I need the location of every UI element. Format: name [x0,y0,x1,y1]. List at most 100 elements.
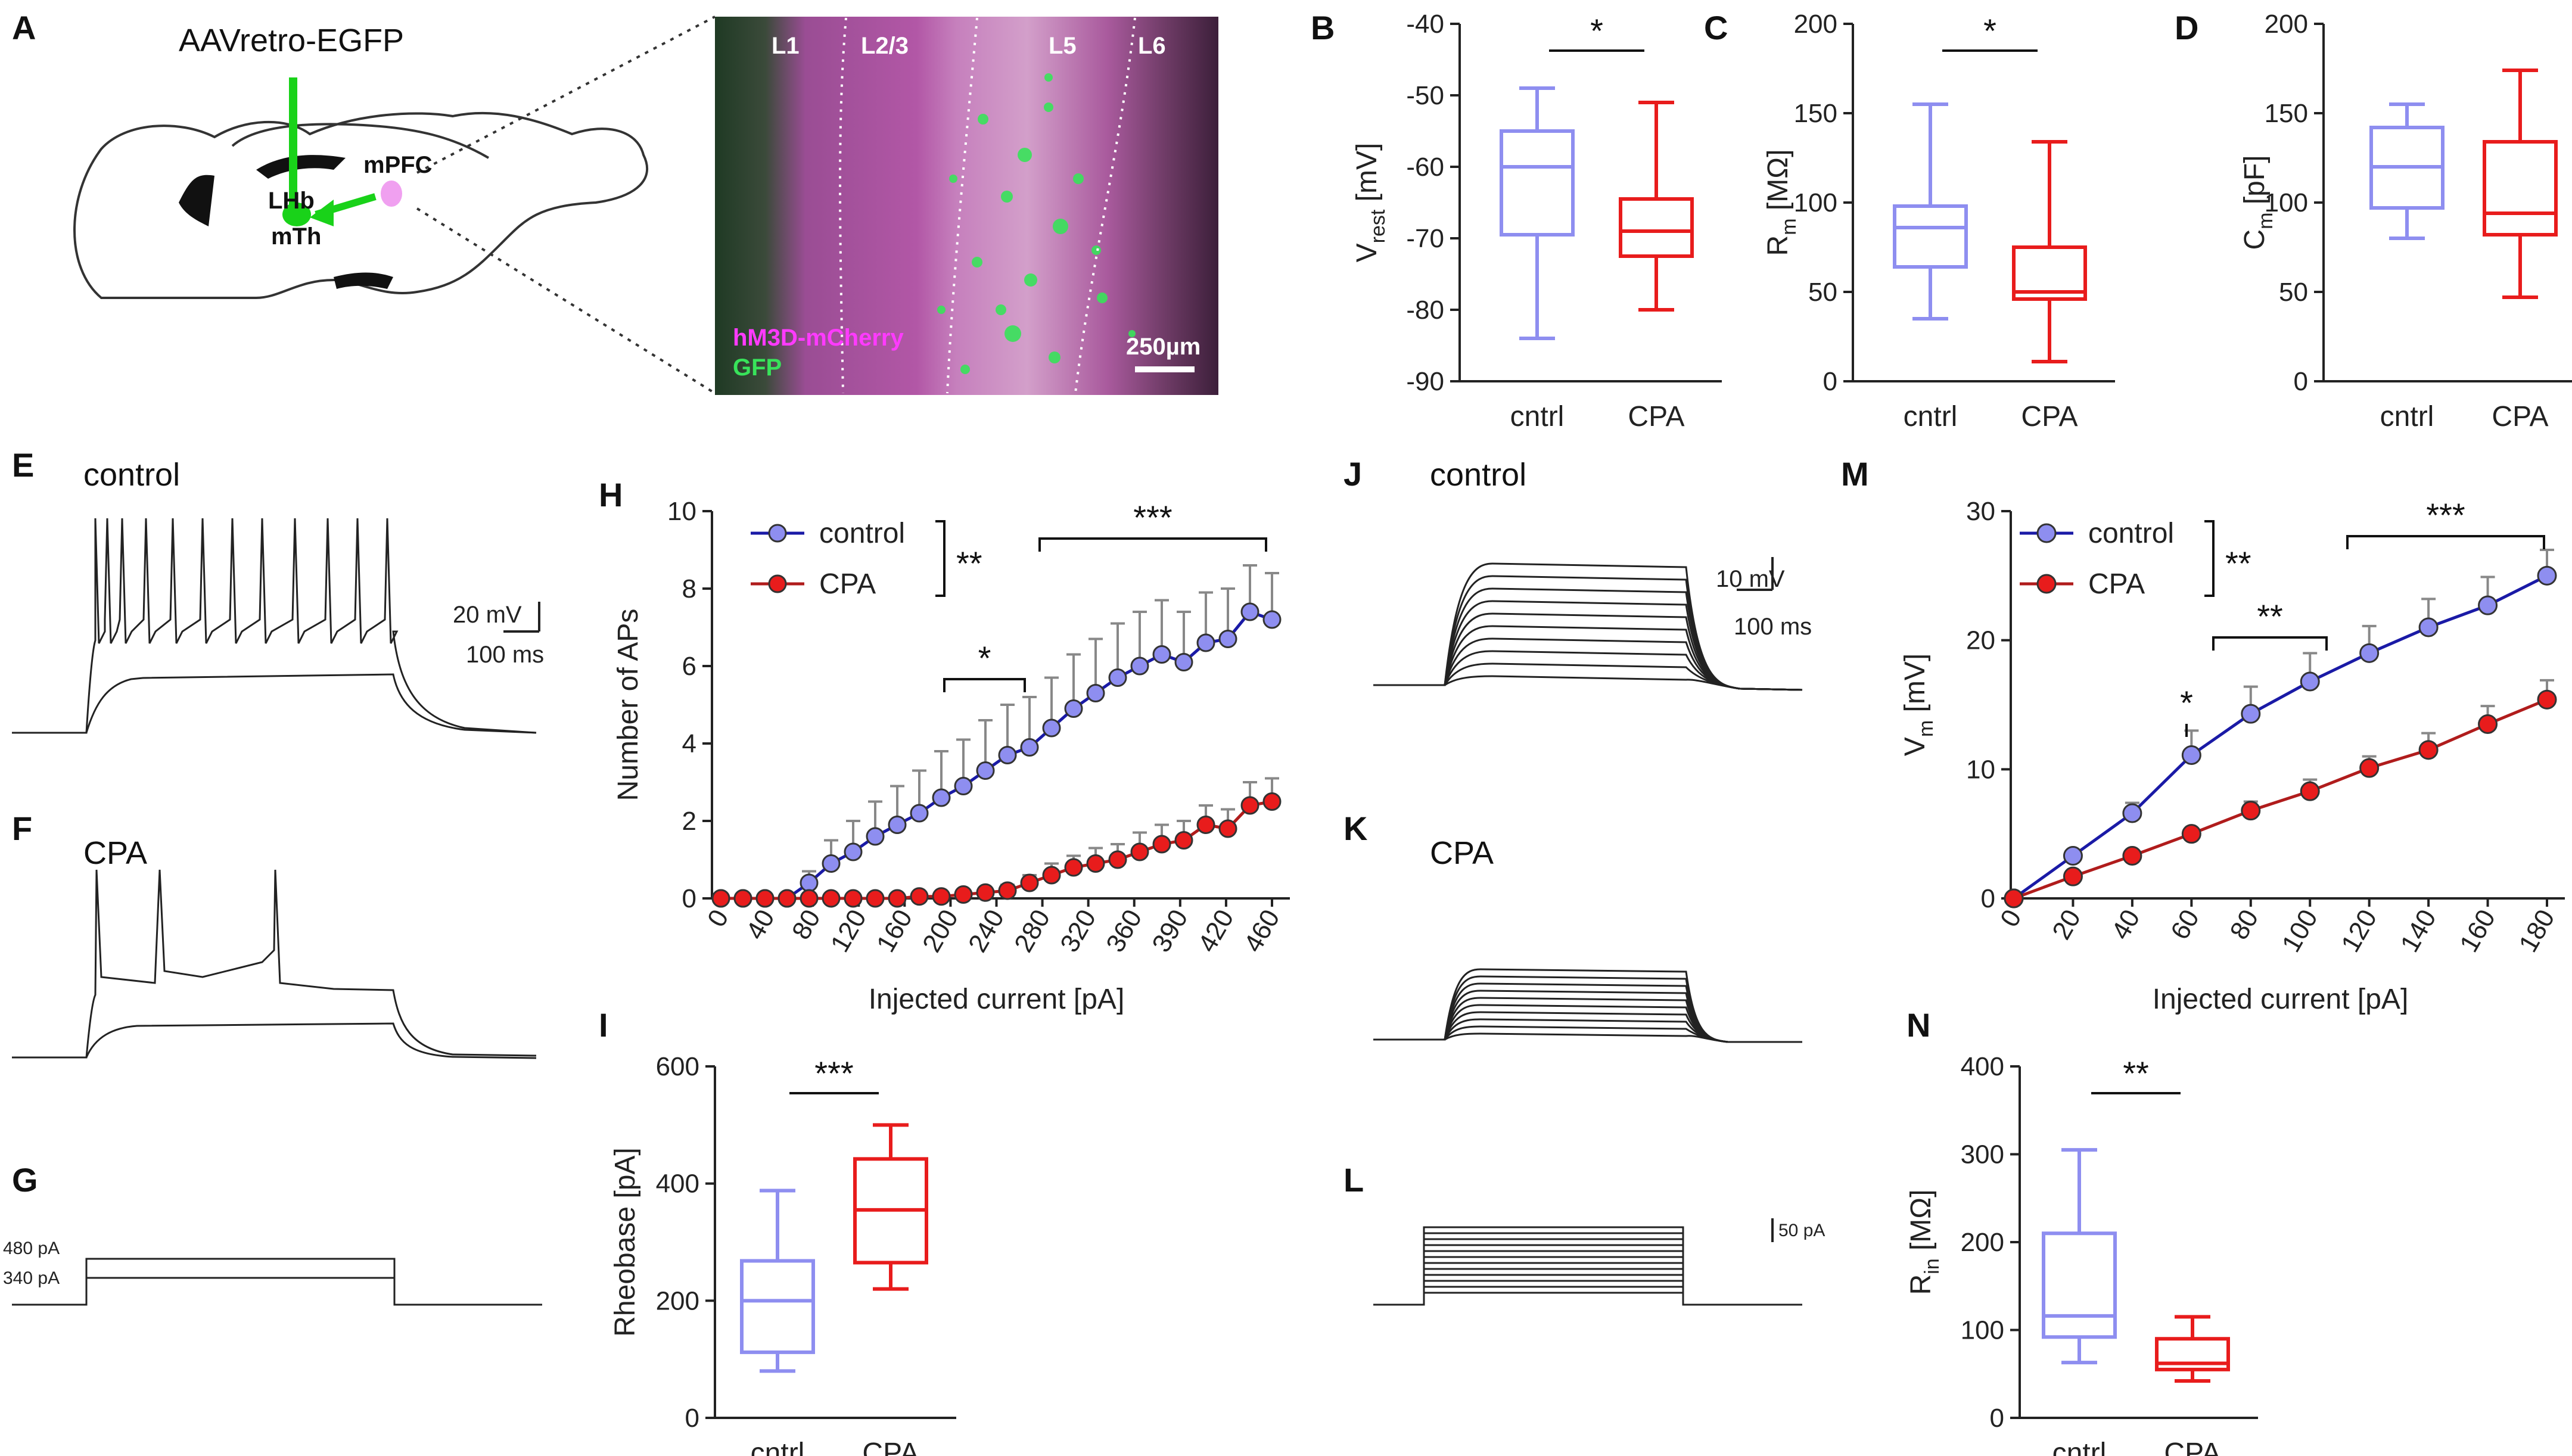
panel-letter-d: D [2175,9,2198,46]
y-tick-label: 100 [1794,188,1837,217]
brain-inner-line [231,123,490,159]
panel-letter-f: F [12,810,32,847]
category-label: CPA [2492,401,2548,433]
data-point-cpa [1020,873,1039,892]
layer-label-l23: L2/3 [861,33,909,59]
y-tick-label: 400 [656,1169,699,1199]
legend-label: CPA [819,568,876,600]
data-point-cpa [1064,858,1083,877]
legend-label: control [2088,518,2174,549]
y-tick-label: 50 [2279,278,2308,307]
data-point-control [1152,645,1171,664]
voltage-trace [1373,975,1802,1043]
data-point-cpa [1086,854,1105,873]
x-tick-label: 100 [2276,905,2324,957]
trace-family-cpa [1373,968,1802,1043]
panel-letter-a: A [12,9,36,46]
panel-letter-c: C [1704,9,1728,46]
stimulus-label-480: 480 pA [3,1239,60,1258]
significance-label: *** [2426,496,2465,534]
data-point-cpa [800,889,819,908]
data-point-control [2359,643,2380,663]
data-point-control [1130,657,1149,676]
data-point-cpa [1196,816,1215,834]
panel-g: G 480 pA 340 pA [3,1161,542,1306]
legend-bracket [935,520,946,597]
x-tick-label: 420 [1192,905,1239,957]
scale-label-j-t: 100 ms [1734,614,1812,640]
data-point-control [844,842,863,861]
y-tick-label: 0 [2294,367,2308,396]
y-axis-label: Number of APs [612,609,644,801]
x-tick-label: 80 [786,905,826,945]
y-tick-label: -50 [1406,81,1444,110]
y-axis-label: Rin [MΩ] [1905,1189,1943,1295]
legend-marker [768,574,787,593]
data-point-cpa [2181,824,2201,844]
panel-letter-n: N [1907,1006,1930,1044]
y-tick-label: 0 [1990,1404,2004,1433]
data-point-cpa [976,883,995,902]
data-point-cpa [822,889,841,908]
data-point-cpa [777,889,797,908]
panel-a: A AAVretro-EGFP LHb mTh mPFC [12,9,1218,395]
significance-bracket [2346,535,2545,549]
brain-outline [73,111,648,299]
data-point-control [2478,595,2498,615]
legend-marker [768,524,787,543]
panel-f: F CPA [12,810,537,1059]
box-cpa [2483,140,2558,237]
box-cpa [2155,1337,2230,1371]
scale-label-l: 50 pA [1778,1221,1825,1240]
legend-bracket [2204,520,2215,597]
x-tick-label: 390 [1146,905,1193,957]
x-tick-label: 140 [2395,905,2442,957]
voltage-trace [1373,562,1803,691]
voltage-trace [1373,1018,1802,1043]
data-point-control [2063,846,2083,866]
data-point-cpa [1130,842,1149,861]
voltage-trace [1373,1032,1802,1043]
legend-marker [2036,574,2057,594]
mpfc-target [381,181,402,207]
layer-label-l6: L6 [1138,33,1166,59]
y-tick-label: 30 [1966,497,1995,526]
data-point-control [998,746,1017,764]
y-tick-label: -60 [1406,153,1444,182]
zoom-line-bottom [416,207,716,394]
y-tick-label: 200 [656,1286,699,1315]
data-point-control [822,854,841,873]
significance-label: ** [2123,1054,2149,1092]
data-point-control [2122,803,2142,823]
panel-k: K CPA [1343,810,1802,1043]
x-axis-label: Injected current [pA] [869,984,1125,1015]
scale-label-e-v: 20 mV [453,602,522,628]
x-axis-label: Injected current [pA] [2153,984,2409,1015]
x-tick-label: 80 [2225,905,2265,945]
panel-j-title: control [1430,457,1526,493]
x-tick-label: 20 [2047,905,2086,945]
data-point-cpa [733,889,752,908]
panel-c: C 0 50 100 150 200 Rm [MΩ] cntrl CPA * [1704,9,2115,433]
category-label: CPA [2164,1438,2220,1456]
panel-letter-h: H [599,476,623,514]
y-tick-label: 200 [1961,1228,2004,1257]
data-point-cpa [1262,792,1282,811]
y-tick-label: 2 [682,807,696,836]
x-tick-label: 280 [1009,905,1056,957]
scale-bar-label: 250µm [1126,334,1201,360]
x-tick-label: 320 [1055,905,1102,957]
data-point-control [954,777,973,795]
significance-bracket [943,678,1026,692]
x-tick-label: 40 [741,905,780,945]
y-tick-label: 100 [2265,188,2308,217]
trace-cpa-subthreshold [12,1022,537,1059]
legend-label: CPA [2088,568,2145,600]
data-point-control [2241,704,2261,724]
data-point-cpa [2478,714,2498,734]
data-point-cpa [1108,850,1127,869]
panel-letter-e: E [12,446,34,484]
x-tick-label: 160 [2454,905,2501,957]
y-tick-label: 150 [2265,99,2308,128]
y-tick-label: -90 [1406,367,1444,396]
